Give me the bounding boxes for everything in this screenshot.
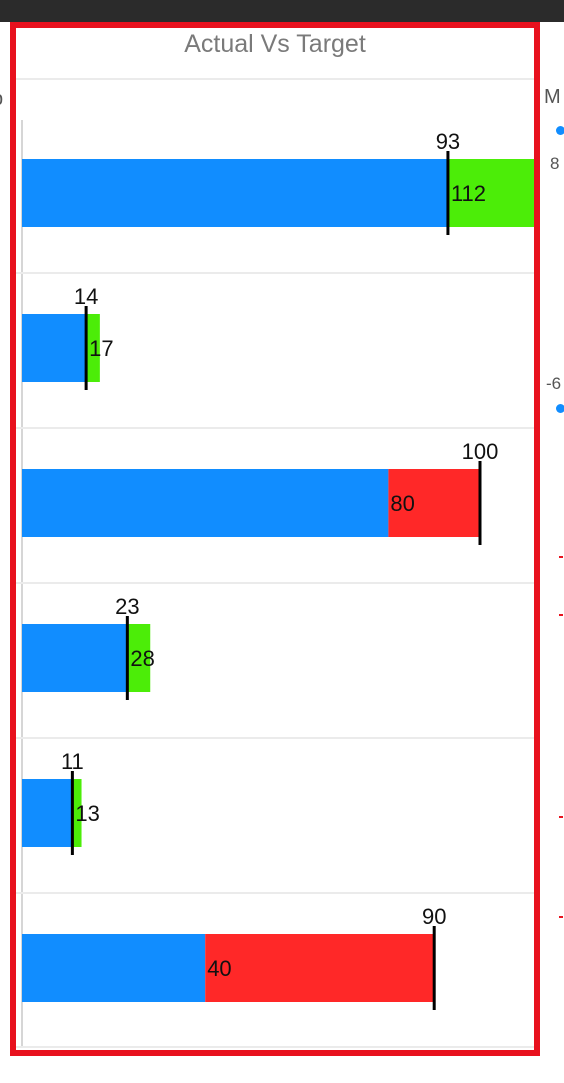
target-value-label: 23	[115, 594, 139, 619]
target-value-label: 14	[74, 284, 98, 309]
right-panel-marker	[559, 816, 563, 818]
above-target-segment	[86, 314, 100, 382]
actual-bar	[22, 314, 87, 382]
target-value-label: 90	[422, 904, 446, 929]
right-panel-partial-title: M	[544, 86, 561, 108]
target-value-label: 100	[462, 439, 499, 464]
target-value-label: 93	[436, 129, 460, 154]
actual-value-label: 40	[207, 956, 231, 981]
right-panel-marker	[559, 916, 563, 918]
actual-vs-target-visual[interactable]: Actual Vs Target 93 112 14 17 100 80 23 28 11 13 9…	[10, 22, 540, 1056]
above-target-segment	[72, 779, 82, 847]
actual-value-label: 80	[390, 491, 414, 516]
title-separator	[16, 78, 534, 80]
right-panel-legend-dot	[556, 404, 564, 413]
actual-bar	[22, 779, 73, 847]
actual-bar	[22, 159, 448, 227]
left-panel-partial-label: p	[0, 88, 3, 111]
below-target-segment	[388, 469, 480, 537]
right-panel-marker	[559, 614, 563, 616]
right-panel-partial-value: 8	[550, 154, 560, 173]
above-target-segment	[127, 624, 151, 692]
actual-value-label: 28	[130, 646, 154, 671]
window-top-bar	[0, 0, 564, 22]
actual-bar	[22, 624, 128, 692]
right-panel-partial-value: -6	[546, 374, 562, 393]
target-value-label: 11	[61, 749, 84, 774]
actual-value-label: 13	[75, 801, 99, 826]
actual-bar	[22, 469, 389, 537]
below-target-segment	[205, 934, 435, 1002]
actual-value-label: 17	[89, 336, 113, 361]
right-panel-marker	[559, 556, 563, 558]
bar-chart: 93 112 14 17 100 80 23 28 11 13 90 40	[16, 120, 534, 1048]
actual-value-label: 112	[451, 181, 486, 206]
above-target-segment	[447, 159, 534, 227]
right-panel-legend-dot	[556, 126, 564, 135]
chart-title: Actual Vs Target	[184, 30, 366, 58]
actual-bar	[22, 934, 206, 1002]
